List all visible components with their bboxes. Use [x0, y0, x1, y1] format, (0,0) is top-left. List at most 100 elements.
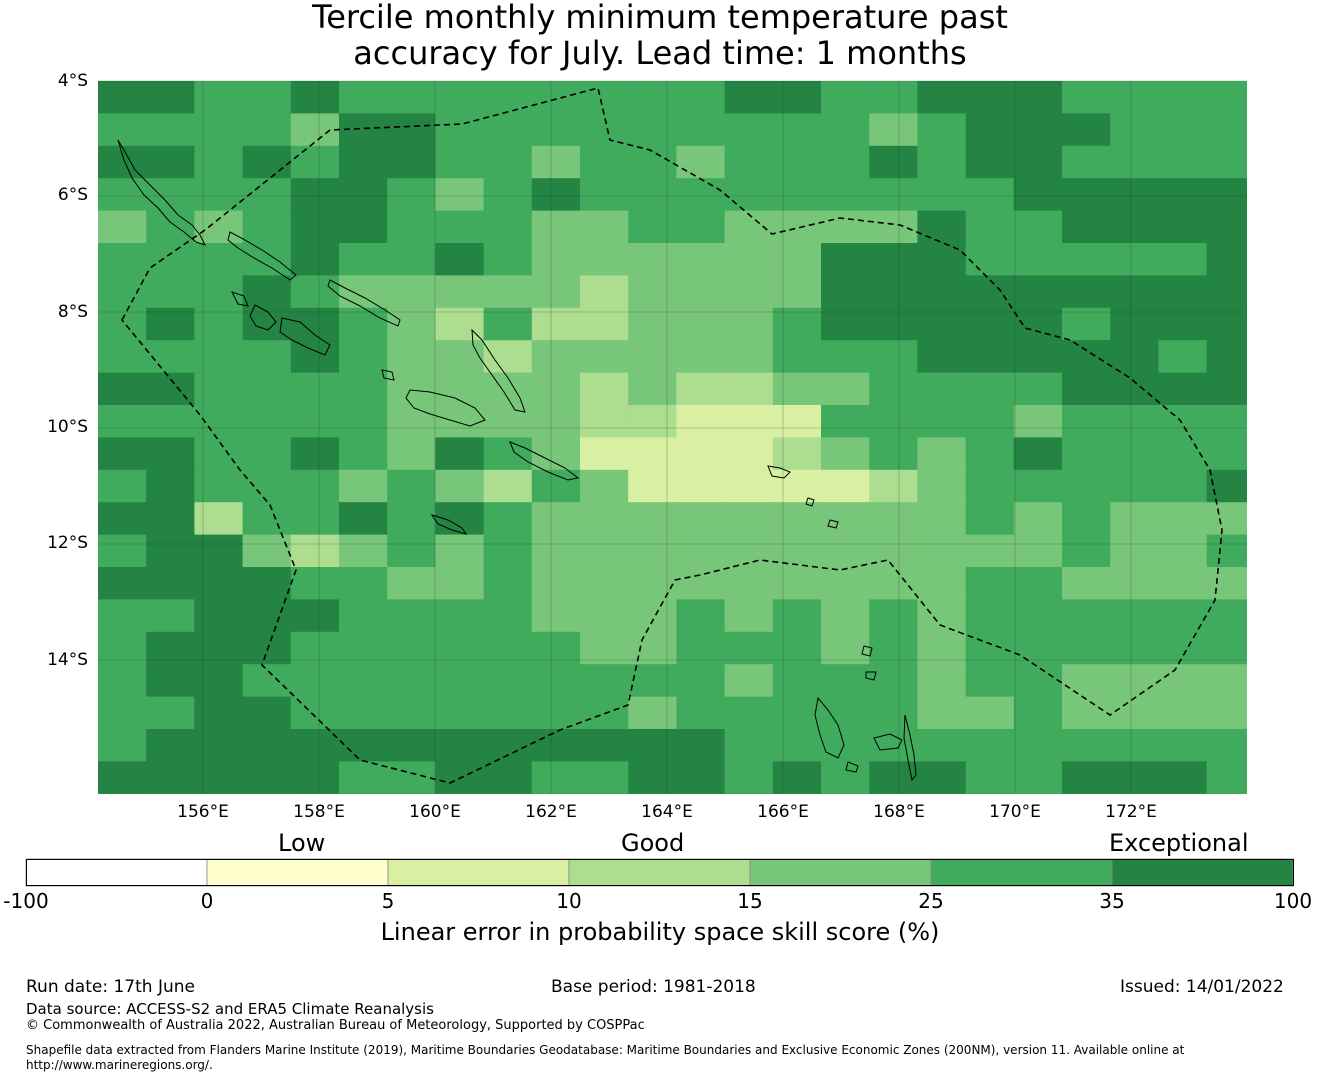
skill-cell	[290, 664, 340, 698]
skill-cell	[1158, 372, 1208, 406]
skill-cell	[242, 567, 292, 600]
skill-cell	[483, 761, 533, 794]
skill-cell	[869, 567, 918, 600]
skill-cell	[772, 664, 822, 698]
skill-cell	[387, 405, 436, 438]
skill-cell	[580, 178, 629, 212]
skill-cell	[531, 275, 581, 309]
skill-cell	[1206, 729, 1247, 762]
skill-cell	[580, 567, 629, 600]
skill-cell	[724, 729, 774, 762]
island-small-4	[845, 761, 859, 773]
skill-cell	[1013, 761, 1063, 794]
map-title-line-1: Tercile monthly minimum temperature past	[312, 0, 1008, 36]
skill-cell	[1062, 664, 1111, 698]
skill-cell	[1206, 307, 1247, 341]
skill-cell	[580, 631, 629, 665]
shapefile-credit-line-2: http://www.marineregions.org/.	[26, 1058, 213, 1072]
skill-cell	[869, 81, 918, 114]
skill-cell	[772, 113, 822, 147]
skill-cell	[676, 178, 726, 212]
skill-cell	[483, 145, 533, 179]
skill-cell	[146, 437, 195, 471]
skill-cell	[724, 437, 774, 471]
skill-cell	[242, 729, 292, 762]
skill-cell	[917, 340, 967, 374]
skill-cell	[965, 664, 1015, 698]
skill-cell	[965, 210, 1015, 244]
lat-label: 6°S	[57, 185, 88, 205]
skill-cell	[580, 599, 629, 633]
skill-cell	[724, 145, 774, 179]
skill-cell	[628, 761, 677, 794]
skill-cell	[242, 469, 292, 503]
skill-cell	[1206, 178, 1247, 212]
island-ambae	[861, 645, 873, 657]
skill-cell	[194, 469, 244, 503]
skill-cell	[628, 81, 677, 114]
skill-cell	[1158, 437, 1208, 471]
skill-cell	[339, 275, 388, 309]
skill-cell	[917, 534, 967, 568]
skill-cell	[965, 178, 1015, 212]
skill-cell	[580, 145, 629, 179]
skill-cell	[917, 113, 967, 147]
skill-cell	[387, 372, 436, 406]
skill-cell	[965, 761, 1015, 794]
skill-cell	[1206, 340, 1247, 374]
skill-cell	[965, 729, 1015, 762]
skill-cell	[194, 437, 244, 471]
skill-map	[98, 80, 1247, 794]
skill-cell	[1062, 761, 1111, 794]
colorbar-title: Linear error in probability space skill …	[380, 918, 940, 946]
skill-cell	[1013, 113, 1063, 147]
skill-cell	[1158, 761, 1208, 794]
skill-cell	[965, 405, 1015, 438]
skill-cell	[387, 275, 436, 309]
skill-cell	[676, 437, 726, 471]
skill-cell	[98, 631, 147, 665]
skill-cell	[387, 502, 436, 536]
skill-cell	[676, 631, 726, 665]
skill-cell	[435, 437, 485, 471]
skill-cell	[483, 599, 533, 633]
island-pentecost	[903, 714, 917, 782]
skill-cell	[917, 405, 967, 438]
skill-cell	[339, 437, 388, 471]
skill-cell	[628, 567, 677, 600]
skill-cell	[821, 534, 870, 568]
skill-cell	[1013, 696, 1063, 730]
lat-label: 10°S	[47, 417, 88, 437]
skill-cell	[772, 275, 822, 309]
skill-cell	[1110, 405, 1159, 438]
skill-cell	[1062, 567, 1111, 600]
skill-cell	[965, 372, 1015, 406]
skill-cell	[146, 664, 195, 698]
skill-cell	[917, 243, 967, 276]
skill-cell	[1013, 567, 1063, 600]
skill-cell	[290, 372, 340, 406]
skill-cell	[580, 307, 629, 341]
skill-grid-cells	[98, 81, 1247, 794]
skill-cell	[724, 340, 774, 374]
skill-cell	[821, 437, 870, 471]
skill-cell	[1206, 534, 1247, 568]
skill-cell	[387, 599, 436, 633]
skill-cell	[146, 729, 195, 762]
eez-boundary	[121, 87, 1223, 784]
skill-cell	[724, 178, 774, 212]
island-guadalcanal	[405, 389, 486, 427]
skill-cell	[290, 307, 340, 341]
skill-cell	[821, 729, 870, 762]
skill-cell	[98, 567, 147, 600]
skill-cell	[869, 469, 918, 503]
skill-cell	[1206, 372, 1247, 406]
skill-cell	[194, 729, 244, 762]
skill-cell	[1206, 405, 1247, 438]
skill-cell	[724, 502, 774, 536]
skill-cell	[290, 178, 340, 212]
skill-cell	[483, 469, 533, 503]
skill-cell	[483, 631, 533, 665]
skill-cell	[146, 210, 195, 244]
skill-cell	[290, 243, 340, 276]
